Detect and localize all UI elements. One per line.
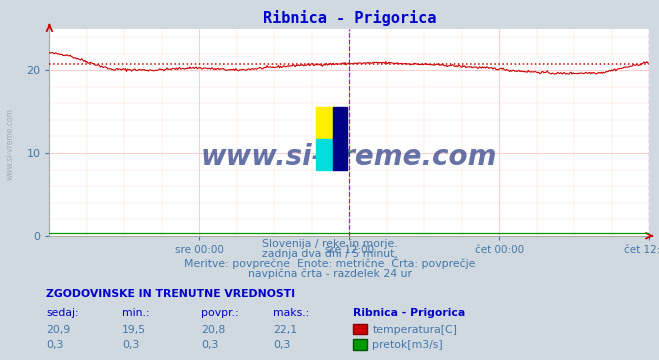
- Text: temperatura[C]: temperatura[C]: [372, 325, 457, 335]
- Text: 0,3: 0,3: [122, 340, 139, 350]
- Bar: [316, 107, 333, 139]
- Text: navpična črta - razdelek 24 ur: navpična črta - razdelek 24 ur: [248, 268, 411, 279]
- Text: 19,5: 19,5: [122, 325, 146, 335]
- Text: maks.:: maks.:: [273, 308, 310, 318]
- Text: 22,1: 22,1: [273, 325, 298, 335]
- Text: Slovenija / reke in morje.: Slovenija / reke in morje.: [262, 239, 397, 249]
- Text: pretok[m3/s]: pretok[m3/s]: [372, 340, 443, 350]
- Text: 0,3: 0,3: [46, 340, 63, 350]
- Bar: [316, 139, 333, 170]
- Title: Ribnica - Prigorica: Ribnica - Prigorica: [262, 10, 436, 26]
- Text: zadnja dva dni / 5 minut.: zadnja dva dni / 5 minut.: [262, 249, 397, 259]
- Bar: [333, 107, 347, 170]
- Text: ZGODOVINSKE IN TRENUTNE VREDNOSTI: ZGODOVINSKE IN TRENUTNE VREDNOSTI: [46, 289, 295, 299]
- Text: Ribnica - Prigorica: Ribnica - Prigorica: [353, 308, 465, 318]
- Text: www.si-vreme.com: www.si-vreme.com: [201, 143, 498, 171]
- Text: sedaj:: sedaj:: [46, 308, 79, 318]
- Text: Meritve: povprečne  Enote: metrične  Črta: povprečje: Meritve: povprečne Enote: metrične Črta:…: [184, 257, 475, 269]
- Text: povpr.:: povpr.:: [201, 308, 239, 318]
- Text: min.:: min.:: [122, 308, 150, 318]
- Text: 20,8: 20,8: [201, 325, 225, 335]
- Text: 0,3: 0,3: [201, 340, 218, 350]
- Text: 0,3: 0,3: [273, 340, 291, 350]
- Text: www.si-vreme.com: www.si-vreme.com: [5, 108, 14, 180]
- Text: 20,9: 20,9: [46, 325, 71, 335]
